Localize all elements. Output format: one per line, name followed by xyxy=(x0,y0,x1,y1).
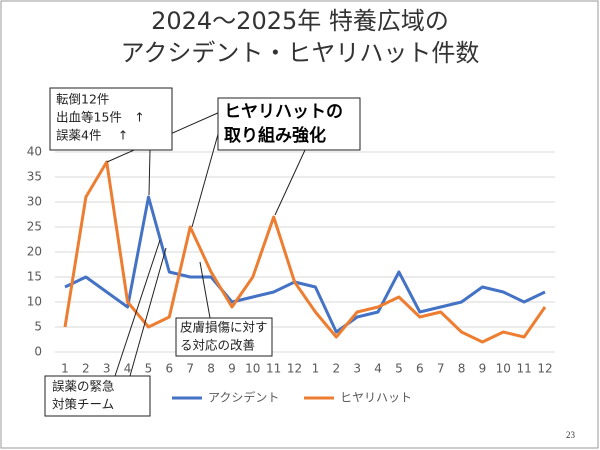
legend-label: ヒヤリハット xyxy=(340,391,412,405)
x-tick-label: 7 xyxy=(437,362,445,376)
annotation: る対応の改善 xyxy=(180,338,255,353)
x-tick-label: 9 xyxy=(479,362,487,376)
y-tick-label: 5 xyxy=(34,320,42,334)
series-line xyxy=(64,195,546,334)
annotation-box xyxy=(175,317,273,357)
annotation-box xyxy=(49,87,173,151)
leader-line xyxy=(129,247,167,377)
annotation: 取り組み強化 xyxy=(224,125,326,146)
annotation: 対策チーム xyxy=(52,397,114,412)
x-tick-label: 6 xyxy=(166,362,174,376)
x-tick-label: 1 xyxy=(312,362,320,376)
x-tick-label: 1 xyxy=(61,362,69,376)
page-number: 23 xyxy=(566,430,576,440)
x-tick-label: 9 xyxy=(228,362,236,376)
annotation-box xyxy=(217,97,361,151)
x-tick-label: 8 xyxy=(207,362,215,376)
annotation: 誤薬の緊急 xyxy=(52,379,115,394)
x-tick-label: 6 xyxy=(416,362,424,376)
y-tick-label: 20 xyxy=(27,245,42,259)
y-tick-label: 30 xyxy=(27,195,42,209)
x-tick-label: 3 xyxy=(353,362,361,376)
leader-line xyxy=(148,149,151,196)
y-tick-label: 15 xyxy=(27,270,42,284)
leader-line xyxy=(114,239,161,377)
annotation: 出血等15件 ↑ xyxy=(56,110,145,125)
title-line: アクシデント・ヒヤリハット件数 xyxy=(121,39,480,67)
annotation: 皮膚損傷に対す xyxy=(180,320,268,335)
annotation: ヒヤリハットの xyxy=(224,102,343,122)
x-tick-label: 10 xyxy=(496,362,511,376)
annotation: 転倒12件 xyxy=(56,92,109,107)
title-line: 2024～2025年 特養広域の xyxy=(151,7,449,35)
annotation: 誤薬4件 ↑ xyxy=(56,128,128,143)
y-tick-label: 25 xyxy=(27,220,42,234)
x-tick-label: 7 xyxy=(186,362,194,376)
y-tick-label: 0 xyxy=(34,345,42,359)
y-tick-label: 10 xyxy=(27,295,42,309)
x-tick-label: 5 xyxy=(395,362,403,376)
x-tick-label: 3 xyxy=(103,362,111,376)
x-tick-label: 4 xyxy=(374,362,382,376)
x-tick-label: 11 xyxy=(266,362,281,376)
leader-line xyxy=(274,149,306,216)
x-tick-label: 2 xyxy=(82,362,90,376)
leader-line xyxy=(199,261,211,319)
x-tick-label: 11 xyxy=(516,362,531,376)
x-tick-label: 4 xyxy=(124,362,132,376)
x-tick-label: 5 xyxy=(145,362,153,376)
annotation-box xyxy=(44,375,151,417)
legend-label: アクシデント xyxy=(208,390,279,405)
x-tick-label: 12 xyxy=(537,362,552,376)
x-tick-label: 12 xyxy=(287,362,302,376)
x-tick-label: 2 xyxy=(332,362,340,376)
x-tick-label: 8 xyxy=(458,362,466,376)
leader-line xyxy=(191,119,223,228)
y-tick-label: 40 xyxy=(27,145,42,159)
x-tick-label: 10 xyxy=(245,362,260,376)
y-tick-label: 35 xyxy=(27,170,42,184)
